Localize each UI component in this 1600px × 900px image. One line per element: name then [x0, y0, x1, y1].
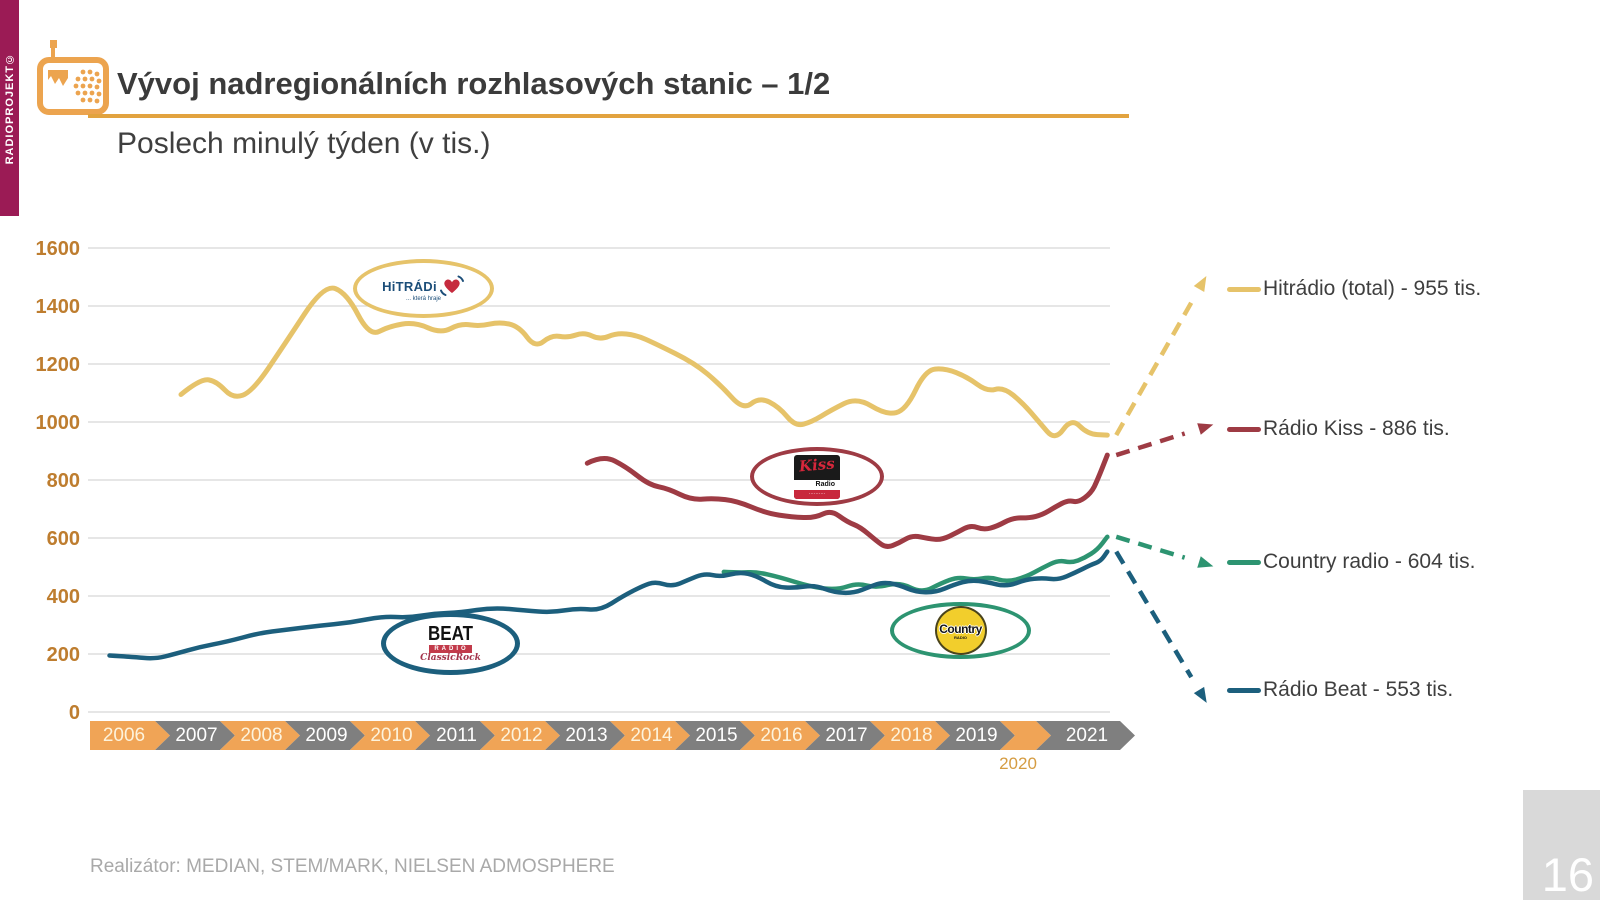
year-label: 2018 [890, 724, 933, 746]
year-label: 2006 [102, 724, 146, 746]
legend-swatch-hitradio [1227, 286, 1261, 292]
year-chevron-2016: 2016 [740, 721, 820, 750]
year-label: 2016 [760, 724, 803, 746]
hitradio-logo-bubble: HiTRÁDi ... která hraje [353, 259, 494, 318]
beat-logo-text: BEAT [427, 622, 473, 645]
source-note: Realizátor: MEDIAN, STEM/MARK, NIELSEN A… [90, 856, 615, 877]
legend-row-beat: Rádio Beat - 553 tis. [1227, 678, 1453, 702]
legend-label-kiss: Rádio Kiss - 886 tis. [1263, 417, 1450, 440]
year-chevron-2006: 2006 [90, 721, 170, 750]
x-axis-years: 2006 2007 2008 2009 2010 2011 2012 2013 2014 2015… [90, 721, 1135, 773]
legend-row-hitradio: Hitrádio (total) - 955 tis. [1227, 277, 1481, 301]
kiss-logo-tagline: ·········· [794, 489, 840, 499]
year-label: 2014 [630, 724, 673, 746]
hitradio-logo-text: HiTRÁDi [382, 278, 437, 294]
country-logo: Country RADIO [934, 606, 987, 655]
year-label: 2009 [305, 724, 348, 746]
y-tick-label-1000: 1000 [36, 412, 81, 434]
country-logo-text: Country [939, 621, 982, 636]
callout-arrow-hitradio [1114, 300, 1194, 437]
callout-arrowhead-beat [1193, 686, 1207, 703]
legend-row-kiss: Rádio Kiss - 886 tis. [1227, 417, 1450, 441]
hitradio-logo-tagline: ... která hraje [405, 296, 441, 302]
beat-logo-bubble: BEAT RADIO ClassicRock [381, 612, 520, 675]
year-below-label: 2020 [999, 754, 1037, 773]
y-tick-label-800: 800 [47, 470, 80, 492]
series-line-kiss [584, 452, 1110, 549]
page-subtitle: Poslech minulý týden (v tis.) [117, 127, 491, 160]
y-tick-label-0: 0 [69, 702, 80, 724]
series-line-country [721, 534, 1110, 593]
year-label: 2010 [370, 724, 413, 746]
callout-arrowhead-country [1197, 556, 1214, 568]
page-number-box: 16 [1523, 790, 1600, 900]
kiss-logo-sub: Radio [794, 479, 840, 490]
year-label: 2011 [436, 724, 477, 746]
year-label: 2008 [240, 724, 283, 746]
year-label: 2017 [825, 724, 868, 746]
country-logo-sub: RADIO [954, 634, 967, 640]
legend-label-country: Country radio - 604 tis. [1263, 550, 1476, 573]
legend-swatch-kiss [1227, 426, 1261, 432]
legend-row-country: Country radio - 604 tis. [1227, 550, 1475, 574]
kiss-logo: Kiss Radio ·········· [794, 454, 840, 499]
callout-arrow-kiss [1115, 431, 1186, 458]
callout-arrow-country [1115, 534, 1186, 560]
beat-logo-script: ClassicRock [420, 653, 481, 663]
brand-sidebar: RADIOPROJEKT© [0, 0, 19, 216]
year-label: 2015 [695, 724, 738, 746]
y-tick-label-600: 600 [47, 528, 80, 550]
y-tick-label-1600: 1600 [36, 238, 81, 260]
callout-arrowhead-hitradio [1193, 275, 1207, 292]
kiss-logo-text: Kiss [798, 454, 836, 476]
legend-label-hitradio: Hitrádio (total) - 955 tis. [1263, 277, 1482, 300]
page-number: 16 [1541, 848, 1594, 900]
legend-swatch-country [1227, 559, 1261, 565]
beat-logo-sub: RADIO [429, 645, 472, 653]
legend-label-beat: Rádio Beat - 553 tis. [1263, 678, 1454, 701]
year-label: 2013 [565, 724, 608, 746]
y-tick-label-200: 200 [47, 644, 80, 666]
y-tick-label-1200: 1200 [36, 354, 81, 376]
year-label: 2007 [175, 724, 218, 746]
radio-icon [37, 40, 109, 115]
page-title: Vývoj nadregionálních rozhlasových stani… [117, 66, 831, 101]
year-chevron-2021: 2021 [1036, 721, 1135, 750]
series-line-beat [107, 549, 1110, 661]
y-tick-label-400: 400 [47, 586, 80, 608]
callout-arrow-beat [1114, 550, 1194, 679]
year-label: 2021 [1065, 724, 1109, 746]
callout-arrowhead-kiss [1197, 423, 1214, 435]
series-line-hitradio [178, 285, 1110, 439]
year-label: 2012 [500, 724, 543, 746]
title-underline [88, 114, 1129, 118]
y-tick-label-1400: 1400 [36, 296, 81, 318]
speaker-dots [73, 69, 102, 104]
country-logo-bubble: Country RADIO [890, 602, 1031, 659]
kiss-logo-bubble: Kiss Radio ·········· [750, 447, 884, 506]
heart-radio-waves-icon [439, 275, 464, 296]
year-label: 2019 [955, 724, 998, 746]
year-chevron-2010: 2010 [350, 721, 430, 750]
legend-swatch-beat [1227, 687, 1261, 693]
gridlines [88, 247, 1110, 713]
